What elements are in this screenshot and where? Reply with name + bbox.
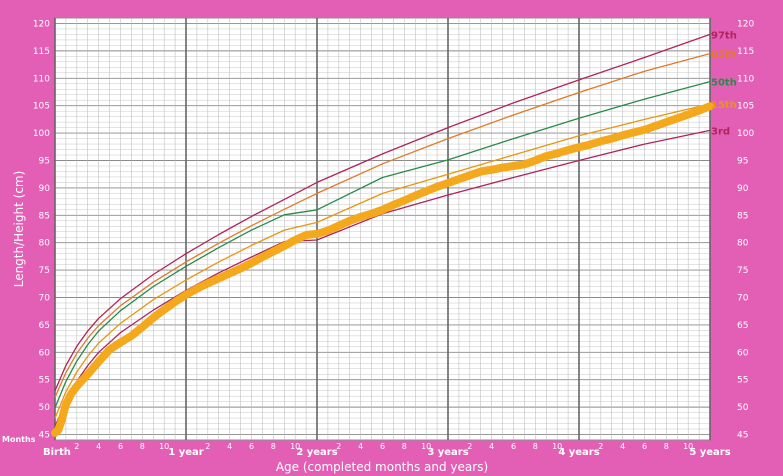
y-tick-label-right: 70 — [737, 294, 749, 304]
x-month-tick-label: 2 — [467, 442, 472, 451]
y-tick-label-right: 100 — [737, 129, 754, 139]
x-month-tick-label: 6 — [118, 442, 123, 451]
y-tick-label-right: 75 — [737, 266, 748, 276]
y-tick-label-left: 60 — [39, 348, 51, 358]
x-month-tick-label: 4 — [620, 442, 625, 451]
percentile-curve-50th — [54, 80, 711, 408]
percentile-label-3rd: 3rd — [711, 126, 730, 137]
x-month-tick-label: 10 — [683, 442, 693, 451]
y-tick-label-right: 60 — [737, 348, 749, 358]
x-month-tick-label: 8 — [271, 442, 276, 451]
x-month-tick-label: 6 — [642, 442, 647, 451]
percentile-label-15th: 15th — [711, 100, 737, 111]
percentile-label-50th: 50th — [711, 78, 737, 89]
y-tick-label-left: 110 — [33, 74, 50, 84]
percentile-label-97th: 97th — [711, 30, 737, 41]
x-month-tick-label: 4 — [96, 442, 101, 451]
y-tick-label-left: 85 — [39, 211, 50, 221]
x-month-tick-label: 8 — [140, 442, 145, 451]
y-tick-label-left: 90 — [39, 184, 51, 194]
x-year-tick-label: 1 year — [168, 447, 203, 458]
child-measurement-line — [51, 102, 714, 437]
y-tick-label-left: 55 — [39, 376, 50, 386]
x-month-tick-label: 6 — [249, 442, 254, 451]
x-year-tick-label: 3 years — [427, 447, 468, 458]
percentile-curves — [54, 33, 711, 427]
percentile-curve-3rd — [54, 129, 711, 427]
percentile-labels: 97th 85th 50th 15th 3rd — [711, 30, 737, 137]
x-year-tick-label: 4 years — [558, 447, 599, 458]
percentile-label-85th: 85th — [711, 50, 737, 61]
y-tick-label-right: 105 — [737, 102, 754, 112]
x-month-tick-label: 10 — [552, 442, 562, 451]
grid-lines — [54, 17, 711, 441]
y-tick-label-left: 105 — [33, 102, 50, 112]
x-month-tick-label: 6 — [380, 442, 385, 451]
x-month-tick-label: 2 — [74, 442, 79, 451]
x-axis-ticks: 2 4 6 8 10 2 4 6 8 10 2 4 6 8 10 2 4 6 8 10 2 4 6 8 10 Birth 1 yea… — [43, 442, 731, 458]
y-tick-label-left: 65 — [39, 321, 50, 331]
x-axis-unit-label: Months — [2, 435, 36, 444]
x-month-tick-label: 6 — [511, 442, 516, 451]
y-tick-label-left: 95 — [39, 156, 50, 166]
x-month-tick-label: 10 — [159, 442, 169, 451]
y-axis-title: Length/Height (cm) — [12, 171, 26, 288]
y-tick-label-right: 45 — [737, 431, 748, 441]
y-tick-label-right: 110 — [737, 74, 754, 84]
y-tick-label-left: 120 — [33, 19, 50, 29]
y-tick-label-left: 75 — [39, 266, 50, 276]
x-month-tick-label: 2 — [205, 442, 210, 451]
x-month-tick-label: 4 — [358, 442, 363, 451]
y-tick-label-right: 65 — [737, 321, 748, 331]
y-tick-label-right: 90 — [737, 184, 749, 194]
x-month-tick-label: 8 — [664, 442, 669, 451]
y-tick-label-left: 50 — [39, 403, 51, 413]
y-axis-left-ticks: 45 50 55 60 65 70 75 80 85 90 95 100 105 110 115 120 — [33, 19, 50, 440]
y-tick-label-right: 95 — [737, 156, 748, 166]
percentile-curve-15th — [54, 103, 711, 419]
x-year-tick-label: 2 years — [296, 447, 337, 458]
y-tick-label-right: 120 — [737, 19, 754, 29]
y-axis-right-ticks: 45 50 55 60 65 70 75 80 85 90 95 100 105 110 115 120 — [737, 19, 754, 440]
y-tick-label-left: 45 — [39, 431, 50, 441]
child-growth-line — [51, 102, 714, 437]
y-tick-label-right: 80 — [737, 239, 749, 249]
y-tick-label-right: 115 — [737, 47, 754, 57]
x-year-tick-label: 5 years — [689, 447, 730, 458]
y-tick-label-left: 115 — [33, 47, 50, 57]
x-month-tick-label: 4 — [489, 442, 494, 451]
y-tick-label-left: 100 — [33, 129, 50, 139]
x-month-tick-label: 2 — [336, 442, 341, 451]
x-year-tick-label: Birth — [43, 447, 71, 458]
x-month-tick-label: 4 — [227, 442, 232, 451]
x-month-tick-label: 8 — [533, 442, 538, 451]
y-tick-label-right: 50 — [737, 403, 749, 413]
x-month-tick-label: 8 — [402, 442, 407, 451]
y-tick-label-right: 55 — [737, 376, 748, 386]
y-tick-label-right: 85 — [737, 211, 748, 221]
y-tick-label-left: 80 — [39, 239, 51, 249]
percentile-curve-85th — [54, 52, 711, 398]
x-month-tick-label: 10 — [421, 442, 431, 451]
percentile-curve-97th — [54, 33, 711, 391]
x-month-tick-label: 10 — [290, 442, 300, 451]
x-axis-title: Age (completed months and years) — [276, 460, 488, 474]
x-month-tick-label: 2 — [598, 442, 603, 451]
y-tick-label-left: 70 — [39, 294, 51, 304]
